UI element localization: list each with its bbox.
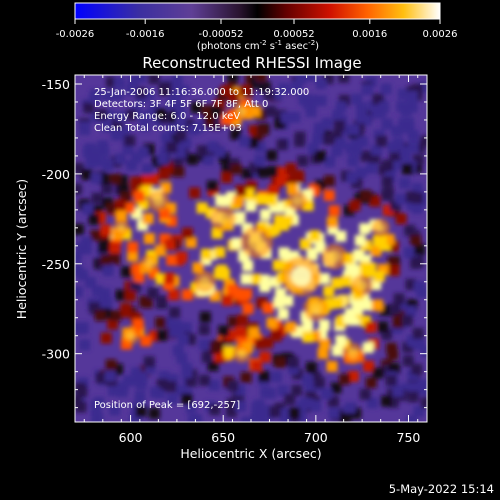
x-tick-label: 700 xyxy=(304,430,328,445)
y-axis-label: Heliocentric Y (arcsec) xyxy=(14,179,29,319)
colorbar-label-part: ) xyxy=(315,41,319,52)
annotation-total-counts: Clean Total counts: 7.15E+03 xyxy=(94,123,242,134)
y-tick-label: -200 xyxy=(42,167,70,182)
annotation-peak-position: Position of Peak = [692,-257] xyxy=(94,400,240,411)
colorbar-tick-label: 0.00052 xyxy=(273,29,314,40)
colorbar-unit-label: (photons cm-2 s-1 asec-2) xyxy=(197,39,319,52)
annotation-detectors: Detectors: 3F 4F 5F 6F 7F 8F, Att 0 xyxy=(94,99,268,110)
x-tick-label: 600 xyxy=(119,430,143,445)
heatmap-image xyxy=(75,75,427,422)
colorbar-label-part: s xyxy=(267,41,275,52)
x-tick-label: 650 xyxy=(211,430,235,445)
annotation-energy-range: Energy Range: 6.0 - 12.0 keV xyxy=(94,111,240,122)
colorbar-label-part: asec xyxy=(282,41,308,52)
y-tick-label: -300 xyxy=(42,347,70,362)
colorbar-label-sup: -2 xyxy=(308,39,315,47)
colorbar-tick-label: -0.00052 xyxy=(199,29,244,40)
y-tick-label: -150 xyxy=(42,77,70,92)
axis-ticks: 600 650 700 750 -150 -200 -250 -300 xyxy=(42,75,427,445)
colorbar-tick-label: 0.0016 xyxy=(352,29,387,40)
x-tick-label: 750 xyxy=(397,430,421,445)
colorbar xyxy=(74,2,441,20)
colorbar-label-sup: -2 xyxy=(260,39,267,47)
colorbar-tick-label: -0.0026 xyxy=(56,29,95,40)
colorbar-tick-label: -0.0016 xyxy=(126,29,165,40)
colorbar-label-sup: -1 xyxy=(275,39,282,47)
y-tick-label: -250 xyxy=(42,257,70,272)
colorbar-tick-label: 0.0026 xyxy=(423,29,458,40)
chart-title: Reconstructed RHESSI Image xyxy=(142,54,361,72)
annotation-time-range: 25-Jan-2006 11:16:36.000 to 11:19:32.000 xyxy=(94,87,309,98)
colorbar-ticks: -0.0026 -0.0016 -0.00052 0.00052 0.0016 0.002… xyxy=(56,19,458,40)
colorbar-label-part: (photons cm xyxy=(197,41,260,52)
x-axis-label: Heliocentric X (arcsec) xyxy=(180,446,321,461)
footer-date: 5-May-2022 15:14 xyxy=(389,482,494,496)
annotation-block: 25-Jan-2006 11:16:36.000 to 11:19:32.000… xyxy=(94,87,309,134)
